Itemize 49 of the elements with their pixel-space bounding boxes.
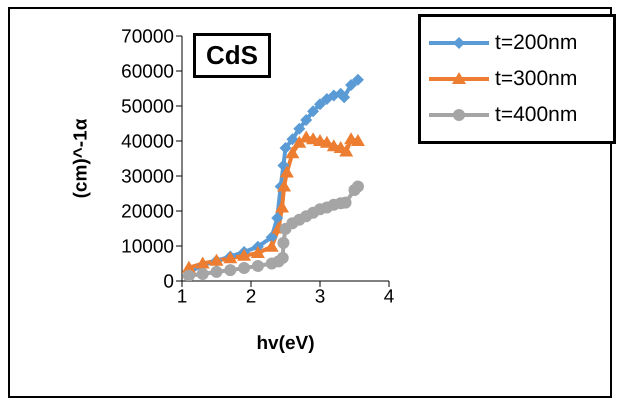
point	[252, 260, 264, 272]
x-tick-label: 3	[314, 286, 326, 308]
x-axis-title: hv(eV)	[256, 333, 315, 354]
point	[224, 264, 236, 276]
point	[345, 79, 358, 91]
legend-label: t=200nm	[495, 31, 578, 55]
point	[277, 180, 292, 192]
y-tick-label: 50000	[121, 96, 174, 118]
chart-title: CdS	[193, 33, 271, 78]
point	[320, 93, 333, 105]
point	[350, 134, 365, 146]
point	[352, 74, 364, 86]
y-tick-label: 70000	[121, 26, 174, 48]
y-tick-label: 10000	[121, 236, 174, 258]
point	[182, 270, 195, 281]
y-tick-label: 30000	[121, 166, 174, 188]
point	[276, 252, 289, 264]
y-tick-label: 60000	[121, 62, 174, 83]
legend-label: t=300nm	[495, 67, 578, 91]
point	[314, 98, 326, 110]
point	[293, 122, 306, 135]
point	[271, 212, 284, 224]
point	[238, 262, 250, 274]
point	[292, 136, 306, 148]
point	[237, 248, 252, 261]
point	[266, 231, 278, 244]
x-tick-label: 1	[176, 286, 188, 308]
point	[196, 268, 209, 280]
y-axis-title: (cm)^-1α	[70, 118, 92, 198]
point	[338, 91, 350, 104]
point	[285, 146, 300, 158]
point	[210, 266, 222, 278]
point	[339, 144, 354, 156]
y-tick-label: 40000	[121, 132, 174, 153]
point	[300, 114, 312, 126]
legend-label: t=400nm	[495, 103, 578, 127]
point	[196, 256, 210, 268]
point	[286, 133, 298, 146]
point	[307, 105, 320, 118]
point	[280, 142, 292, 154]
point	[277, 236, 290, 249]
y-tick-label: 20000	[121, 202, 174, 223]
point	[352, 180, 364, 192]
y-tick-label: 0	[163, 272, 174, 293]
x-tick-label: 4	[384, 286, 395, 308]
x-tick-label: 2	[246, 286, 256, 308]
point	[264, 240, 279, 252]
point	[280, 166, 294, 178]
point	[250, 246, 265, 258]
